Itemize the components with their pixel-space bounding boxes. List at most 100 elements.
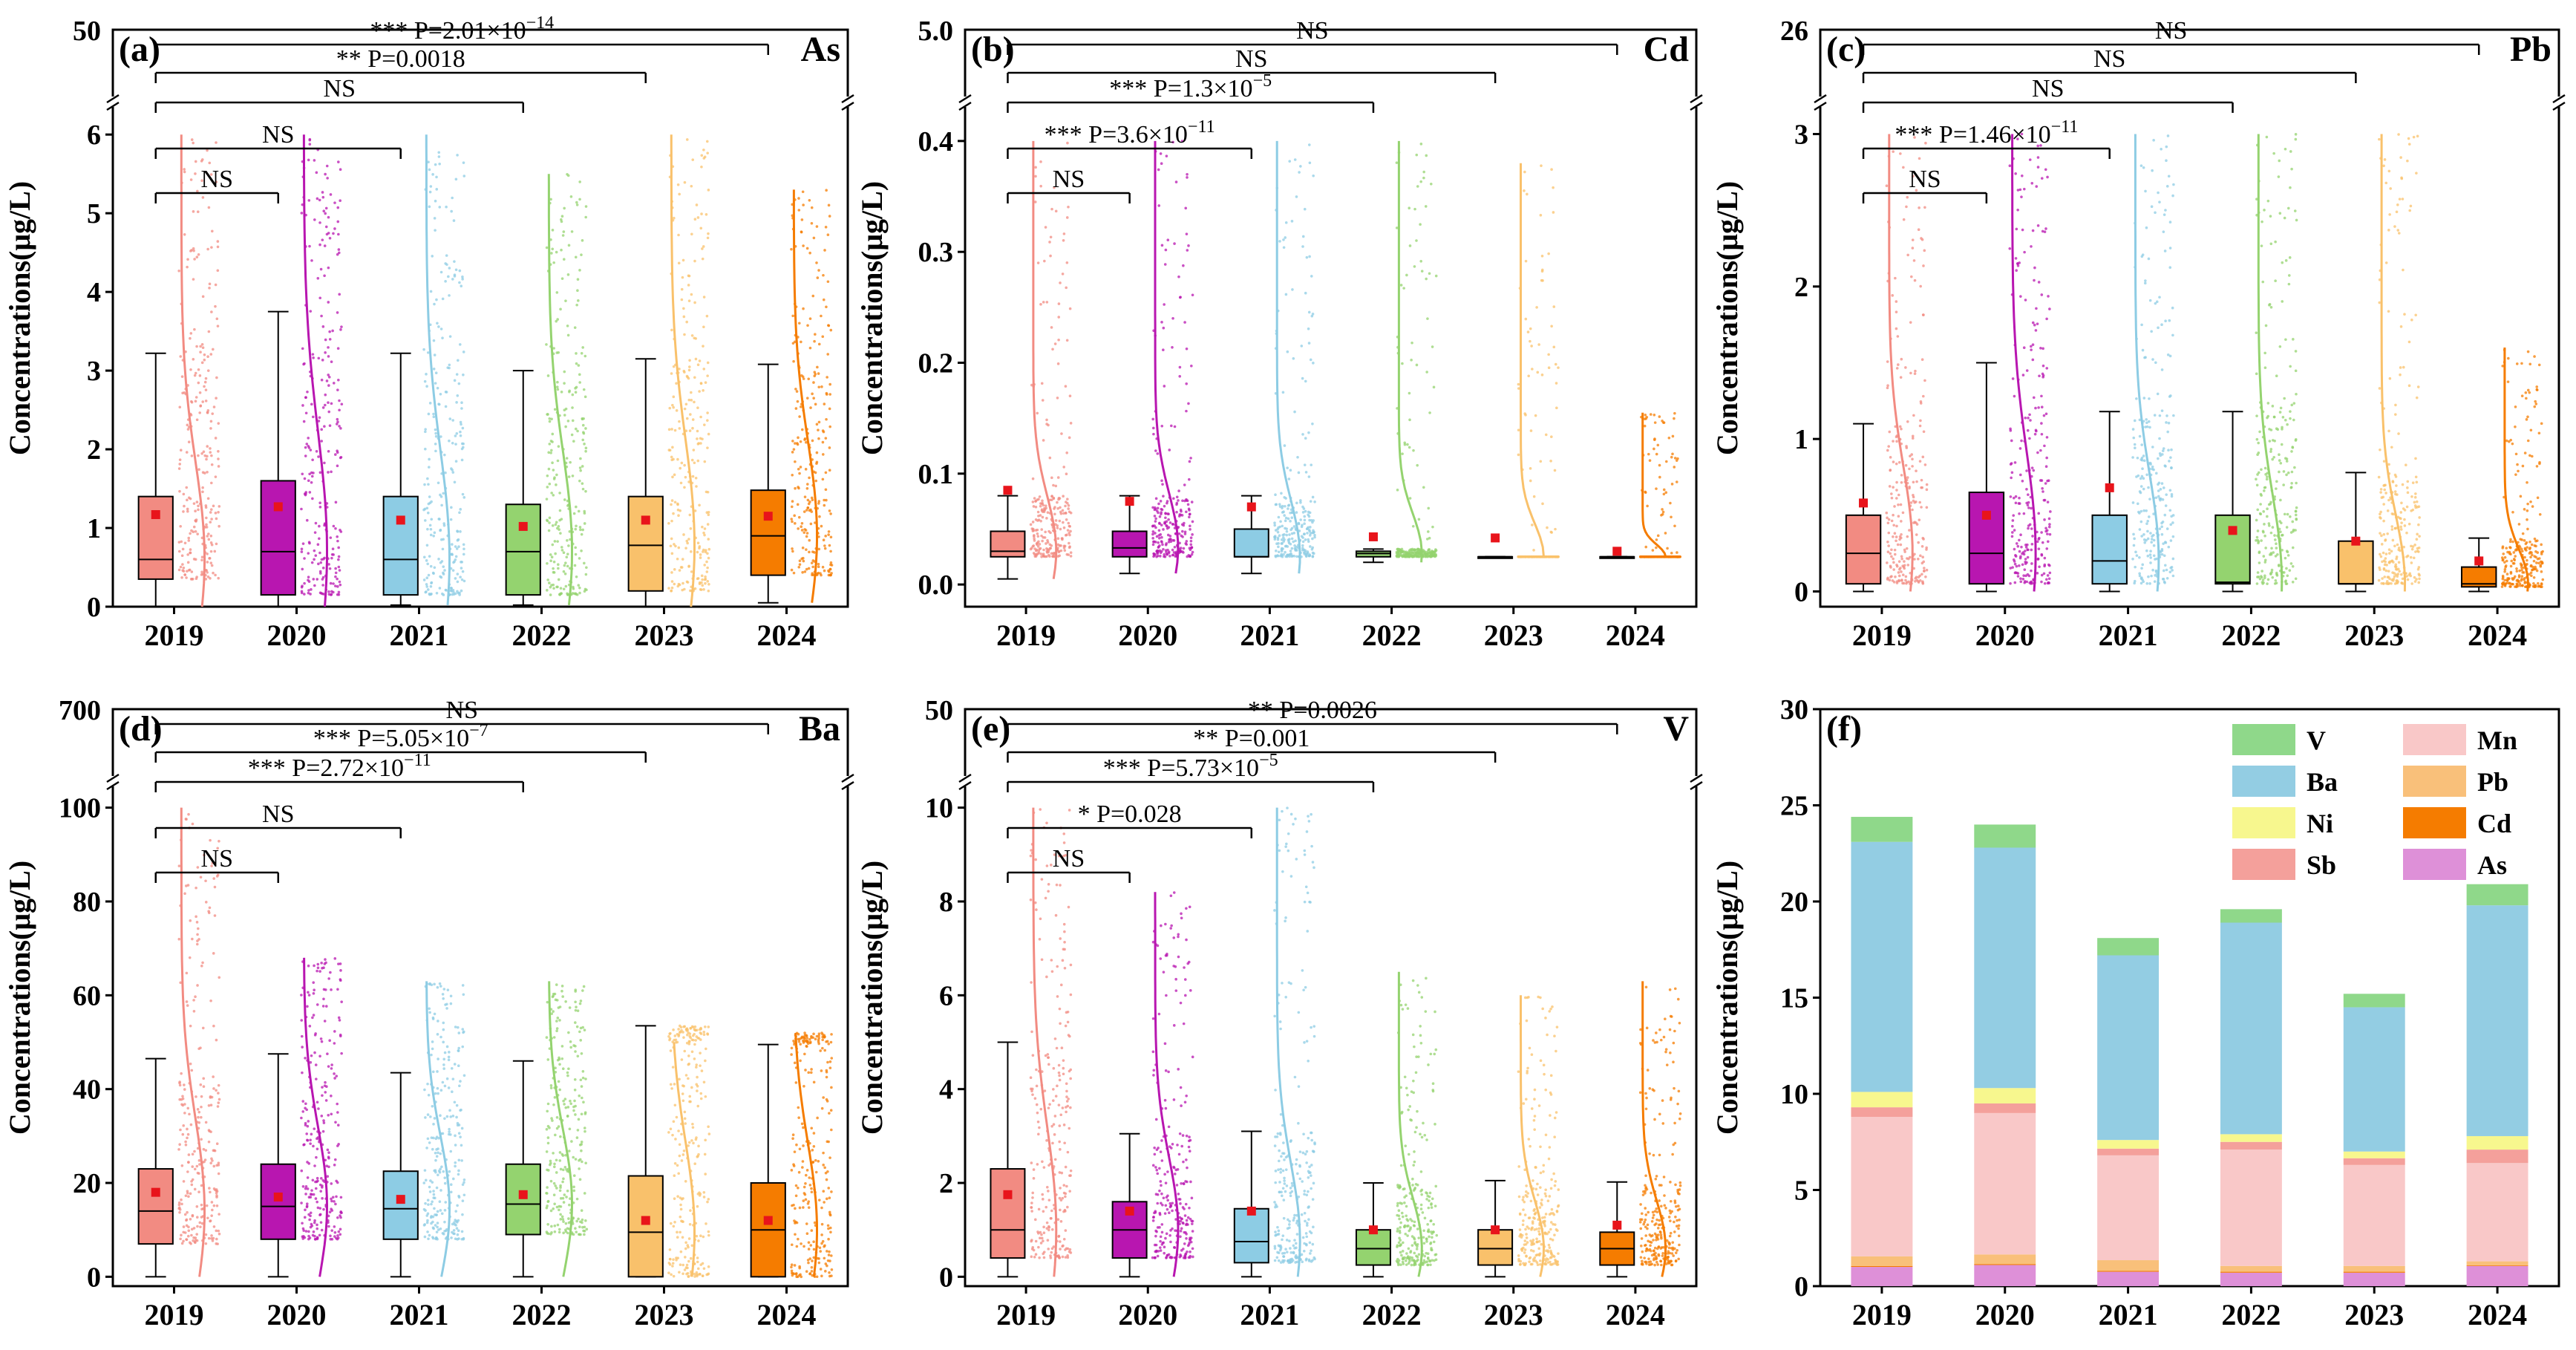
data-point <box>551 524 555 527</box>
data-point <box>186 553 189 556</box>
y-axis-label: Concentrations(μg/L) <box>855 181 889 455</box>
data-point <box>803 495 807 498</box>
data-point <box>2275 542 2278 546</box>
data-point <box>578 479 581 483</box>
box-2020 <box>1968 492 2005 585</box>
data-point <box>2394 567 2398 571</box>
data-point <box>693 301 696 304</box>
data-point <box>1291 288 1294 291</box>
data-point <box>2044 482 2047 485</box>
data-point <box>451 419 454 422</box>
data-point <box>445 263 448 267</box>
data-point <box>1431 525 1434 529</box>
density-curve <box>2503 348 2529 592</box>
data-point <box>2047 525 2051 529</box>
data-point <box>2402 545 2405 549</box>
data-point <box>2274 555 2278 558</box>
data-point <box>805 567 808 571</box>
data-point <box>702 149 705 151</box>
data-point <box>2291 546 2295 550</box>
data-point <box>1190 500 1194 503</box>
data-point <box>1054 523 1057 526</box>
data-point <box>1901 573 1905 577</box>
data-point <box>2161 449 2165 452</box>
data-point <box>2168 247 2172 250</box>
data-point <box>2515 567 2518 570</box>
data-point <box>1906 535 1909 538</box>
data-point <box>2160 549 2164 552</box>
data-point <box>2048 571 2052 575</box>
data-point <box>2281 533 2284 537</box>
data-point <box>2293 466 2296 469</box>
data-point <box>1151 506 1154 509</box>
data-point <box>2413 500 2416 504</box>
data-point <box>2019 580 2023 584</box>
data-point <box>696 541 700 545</box>
data-point <box>556 459 560 463</box>
data-point <box>1405 554 1409 557</box>
data-point <box>437 402 440 406</box>
data-point <box>1431 550 1434 554</box>
data-point <box>2528 362 2532 366</box>
data-point <box>340 325 343 328</box>
data-point <box>2288 256 2292 259</box>
data-point <box>706 566 709 570</box>
data-point <box>805 486 809 490</box>
data-point <box>1154 541 1157 544</box>
data-point <box>552 587 555 590</box>
data-point <box>2520 568 2523 572</box>
data-point <box>670 455 673 459</box>
data-point <box>1050 476 1053 480</box>
data-point <box>1552 305 1556 308</box>
data-point <box>1040 528 1044 531</box>
data-point <box>2044 168 2047 172</box>
data-point <box>1890 555 1893 558</box>
data-point <box>1886 561 1889 564</box>
data-point <box>307 580 311 583</box>
data-point <box>2136 502 2139 506</box>
data-point <box>675 409 679 412</box>
data-point <box>2289 150 2292 153</box>
data-point <box>549 593 552 596</box>
data-point <box>2294 577 2298 581</box>
data-point <box>549 559 552 562</box>
data-point <box>425 583 428 586</box>
data-point <box>2380 534 2383 538</box>
data-point <box>2045 317 2048 321</box>
data-point <box>448 335 452 338</box>
data-point <box>200 555 204 558</box>
x-tick-label: 2024 <box>757 619 817 652</box>
data-point <box>699 382 703 385</box>
data-point <box>2151 446 2154 449</box>
data-point <box>431 173 434 176</box>
data-point <box>1920 237 1923 240</box>
data-point <box>437 558 440 561</box>
comparison-label: *** P=2.01×10−14 <box>370 13 554 45</box>
data-point <box>2517 523 2521 526</box>
data-point <box>1157 511 1160 515</box>
data-point <box>1310 314 1314 318</box>
data-point <box>1157 168 1160 172</box>
data-point <box>1670 455 1673 459</box>
data-point <box>300 550 304 553</box>
data-point <box>680 298 684 301</box>
y-axis-label: Concentrations(μg/L) <box>1710 181 1744 455</box>
data-point <box>1058 519 1062 523</box>
data-point <box>314 521 318 525</box>
data-point <box>2387 498 2390 502</box>
data-point <box>2171 333 2174 337</box>
data-point <box>1049 531 1052 535</box>
data-point <box>563 382 566 385</box>
density-curve <box>792 189 818 603</box>
data-point <box>1520 555 1523 558</box>
data-point <box>189 548 192 551</box>
data-point <box>327 401 330 404</box>
data-point <box>2399 528 2403 531</box>
data-point <box>2510 559 2514 563</box>
data-point <box>549 553 552 556</box>
data-point <box>2044 227 2047 230</box>
data-point <box>1646 555 1649 558</box>
data-point <box>2409 555 2413 559</box>
data-point <box>563 258 566 261</box>
data-point <box>557 563 560 567</box>
